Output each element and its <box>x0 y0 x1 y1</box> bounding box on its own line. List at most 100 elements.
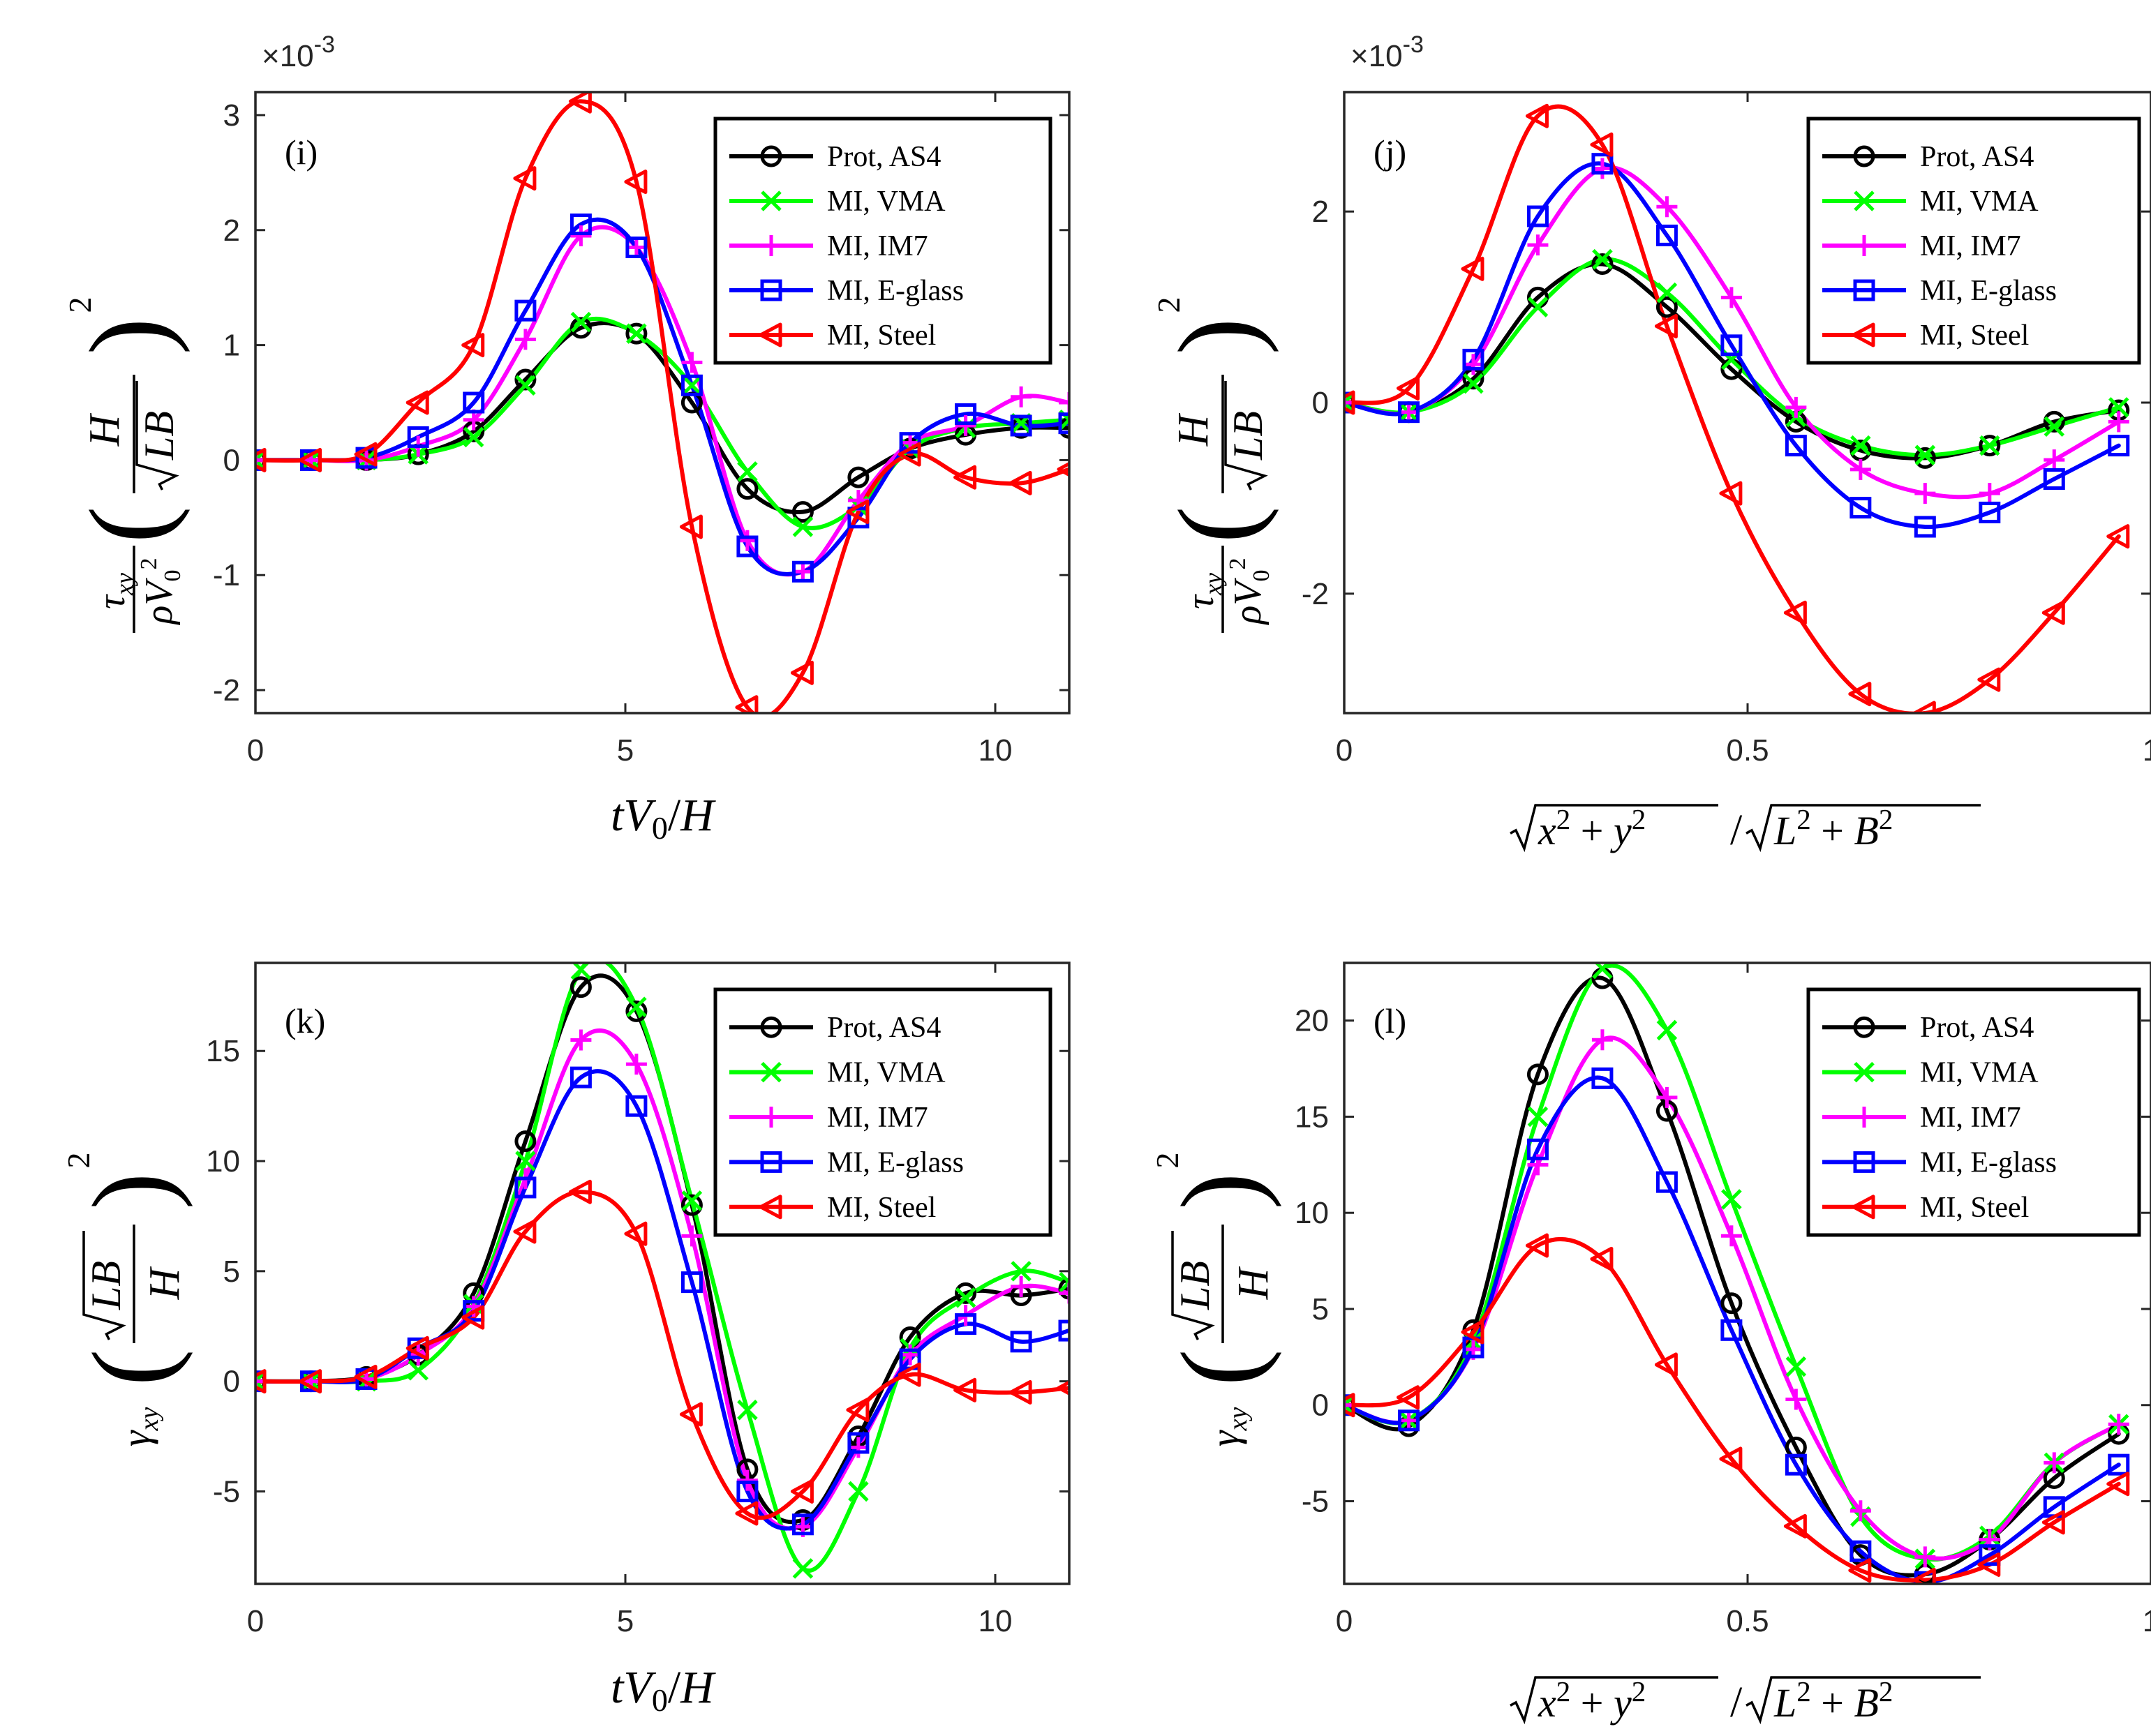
data-point-mi-e-glass <box>791 1513 814 1536</box>
data-point-mi-e-glass <box>570 214 592 236</box>
data-point-mi-im7 <box>1656 196 1678 218</box>
data-point-prot-as4 <box>847 466 870 488</box>
data-point-mi-e-glass <box>791 560 814 583</box>
data-point-mi-steel <box>953 1377 977 1402</box>
data-point-prot-as4 <box>570 317 592 339</box>
legend-entry: Prot, AS4 <box>827 1012 941 1044</box>
y-tick-label: 15 <box>206 1034 240 1068</box>
data-point-mi-e-glass <box>1655 224 1678 246</box>
data-point-mi-vma <box>955 1287 976 1308</box>
y-label-square: 2 <box>62 297 98 313</box>
data-point-mi-im7 <box>1720 1225 1742 1247</box>
y-label-H: H <box>141 1266 188 1300</box>
legend-entry: MI, E-glass <box>827 1146 964 1178</box>
data-point-mi-e-glass <box>1010 414 1032 437</box>
data-point-mi-e-glass <box>514 1176 537 1199</box>
data-point-mi-vma <box>1850 435 1871 456</box>
data-point-prot-as4 <box>1655 296 1678 318</box>
data-point-prot-as4 <box>570 976 592 998</box>
data-point-mi-im7 <box>1849 1500 1871 1522</box>
y-label-paren-left: ( <box>69 1349 193 1386</box>
y-label-paren-right: ) <box>66 317 191 354</box>
data-point-mi-vma <box>1059 1271 1069 1293</box>
data-point-mi-e-glass <box>514 299 537 322</box>
legend-marker <box>760 279 782 301</box>
data-point-mi-steel <box>679 514 703 539</box>
data-point-mi-steel <box>1783 600 1807 625</box>
data-point-mi-steel <box>624 170 648 195</box>
data-point-mi-steel <box>1783 1513 1807 1539</box>
data-point-mi-vma <box>515 1151 536 1172</box>
data-point-mi-steel <box>354 442 378 467</box>
legend-entry: MI, E-glass <box>1920 275 2057 307</box>
x-tick-label: 1 <box>2143 1604 2151 1638</box>
data-point-mi-steel <box>898 1362 921 1387</box>
x-tick-label: 10 <box>978 1604 1013 1638</box>
panel-i: 0 5 10 -2 -1 0 1 2 3 (i) ×10-3 Prot, AS4 MI, VMA MI, … <box>62 31 1071 846</box>
y-label-LB: LB <box>1225 411 1271 461</box>
data-point-mi-steel <box>1461 1319 1484 1345</box>
legend-marker <box>1854 1107 1875 1128</box>
legend-marker <box>759 322 782 347</box>
y-label-square: 2 <box>1149 1153 1185 1169</box>
data-point-mi-im7 <box>792 561 814 583</box>
data-point-mi-im7 <box>1914 1546 1936 1568</box>
data-point-mi-im7 <box>625 237 647 258</box>
data-point-mi-steel <box>1912 701 1936 713</box>
data-point-mi-im7 <box>1011 1275 1032 1297</box>
data-point-mi-im7 <box>2108 411 2129 433</box>
data-point-prot-as4 <box>2043 410 2065 433</box>
data-point-prot-as4 <box>1526 1063 1549 1086</box>
data-point-mi-steel <box>624 1221 648 1246</box>
x-axis-label: x2 + y2 / L2 + B2 <box>1510 803 1981 854</box>
y-tick-label: 1 <box>223 329 240 363</box>
data-point-mi-im7 <box>900 1344 921 1365</box>
legend-entry: MI, VMA <box>1920 1057 2039 1089</box>
x-label-numerator: x2 + y2 <box>1538 803 1646 853</box>
data-point-mi-vma <box>1344 1394 1355 1416</box>
data-point-mi-im7 <box>2044 449 2065 471</box>
panel-label: (j) <box>1374 133 1406 172</box>
data-point-mi-vma <box>1785 1356 1807 1377</box>
data-point-mi-steel <box>568 1179 592 1204</box>
data-point-mi-vma <box>737 1399 758 1421</box>
data-point-mi-im7 <box>681 1225 703 1247</box>
data-point-mi-im7 <box>2108 1414 2129 1435</box>
data-point-mi-e-glass <box>1526 1138 1549 1160</box>
data-point-mi-e-glass <box>847 1432 870 1454</box>
y-tick-label: 0 <box>223 1365 240 1399</box>
data-point-mi-steel <box>846 500 870 525</box>
radical-sign <box>1746 1676 1981 1725</box>
y-tick-label: 2 <box>1312 195 1329 229</box>
legend-entry: MI, VMA <box>827 1057 946 1089</box>
legend-marker <box>761 235 782 256</box>
data-point-mi-vma <box>463 426 484 448</box>
y-tick-label: 2 <box>223 214 240 248</box>
data-point-mi-e-glass <box>1785 435 1807 457</box>
data-point-mi-steel <box>953 465 977 490</box>
x-tick-label: 0.5 <box>1726 733 1769 768</box>
data-point-mi-im7 <box>1059 1282 1069 1304</box>
data-point-mi-e-glass <box>2108 1453 2130 1476</box>
legend-entry: MI, Steel <box>1920 1192 2029 1224</box>
data-point-mi-steel <box>1008 470 1032 495</box>
y-label-H: H <box>1230 1266 1277 1300</box>
x-tick-label: 5 <box>617 733 634 768</box>
data-point-mi-im7 <box>1344 392 1355 413</box>
data-point-mi-steel <box>461 1305 485 1330</box>
axes-box <box>254 961 1071 1585</box>
data-point-mi-steel <box>1461 256 1484 281</box>
data-point-mi-im7 <box>255 1370 266 1392</box>
data-point-mi-steel <box>405 390 429 415</box>
data-point-mi-vma <box>1979 435 2000 456</box>
data-point-mi-steel <box>898 442 921 467</box>
data-point-mi-steel <box>299 447 322 472</box>
data-point-mi-im7 <box>1527 234 1549 256</box>
data-point-mi-e-glass <box>1591 153 1614 175</box>
data-point-mi-im7 <box>1785 1389 1807 1410</box>
data-point-mi-e-glass <box>1720 334 1743 357</box>
radical-sign <box>1746 804 1981 853</box>
data-point-mi-vma <box>255 449 266 471</box>
plot-area <box>1344 103 2130 713</box>
